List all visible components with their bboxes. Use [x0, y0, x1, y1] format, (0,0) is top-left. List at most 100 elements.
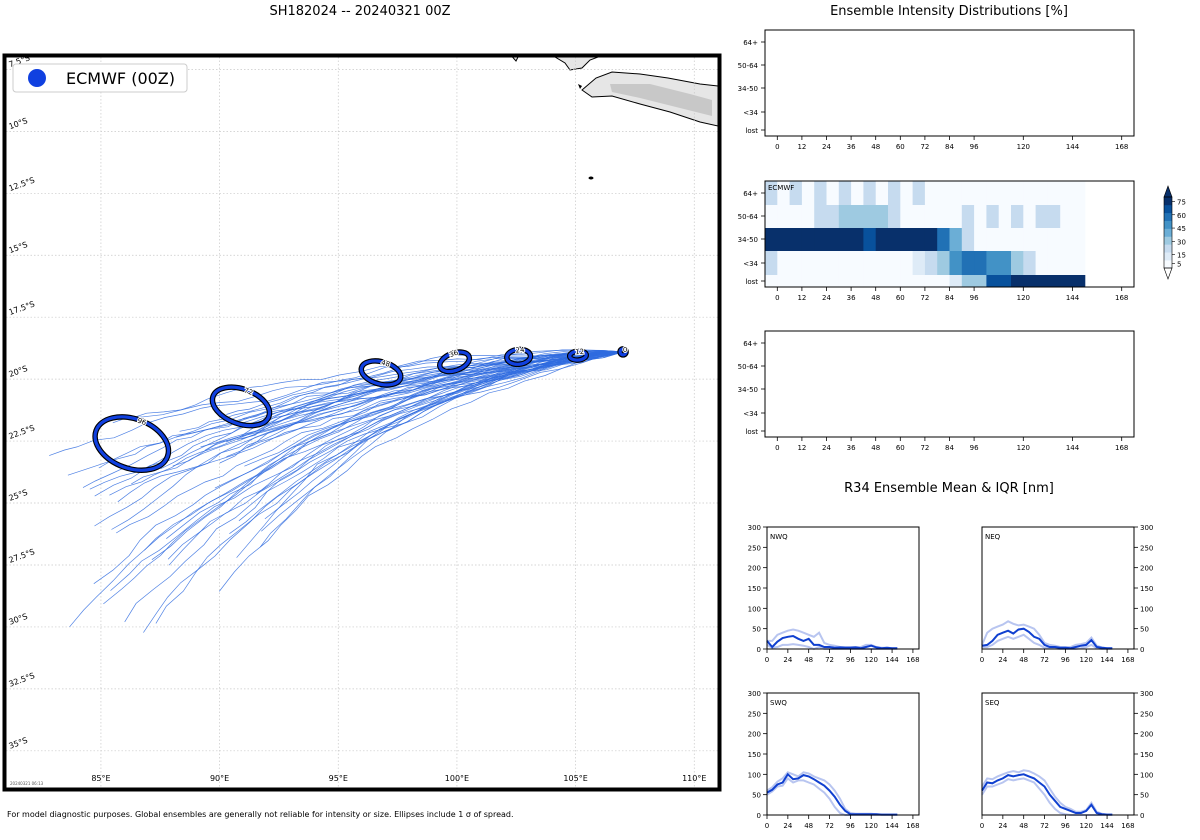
heat-cell — [888, 181, 901, 206]
heat-cell — [998, 205, 1012, 229]
heat-cell — [1035, 228, 1049, 252]
heat-cell — [826, 228, 840, 252]
r34-ytick-label: 150 — [1140, 585, 1153, 593]
heat-cell — [838, 181, 852, 206]
intensity-category-label: 64+ — [743, 39, 758, 47]
heat-cell — [949, 205, 963, 229]
intensity-category-label: lost — [745, 428, 758, 436]
r34-ytick-label: 50 — [752, 792, 761, 800]
map-lon-label: 85°E — [91, 774, 110, 783]
heat-cell — [1035, 205, 1049, 229]
map-legend: ECMWF (00Z) — [12, 63, 188, 93]
intensity-panel-frame — [764, 29, 1135, 137]
heat-cell — [777, 228, 791, 252]
r34-hour-label: 144 — [1100, 822, 1114, 830]
ellipse-ring — [618, 347, 628, 357]
intensity-hour-label: 24 — [822, 143, 831, 151]
r34-hour-label: 48 — [804, 822, 813, 830]
heat-cell — [900, 205, 914, 229]
colorbar-segment — [1164, 212, 1172, 221]
heat-cell — [1060, 275, 1073, 288]
heat-cell — [1023, 205, 1037, 229]
land-sumatra — [504, 57, 519, 62]
r34-quadrant-label: SWQ — [770, 699, 787, 707]
heat-cell — [912, 181, 926, 206]
heat-cell — [888, 251, 901, 276]
intensity-category-label: lost — [745, 127, 758, 135]
map-lon-label: 90°E — [210, 774, 229, 783]
r34-title: R34 Ensemble Mean & IQR [nm] — [844, 481, 1054, 496]
r34-panel: NWQ 0 24 48 72 96 120 144 168 0 50 100 150 200 250 300 — [748, 524, 920, 664]
heat-cell — [937, 205, 950, 229]
r34-hour-label: 72 — [1040, 656, 1049, 664]
ensemble-track — [98, 350, 624, 469]
intensity-hour-label: 168 — [1115, 294, 1128, 302]
r34-ytick-label: 100 — [1140, 605, 1153, 613]
colorbar-segment — [1164, 220, 1172, 229]
ensemble-track — [166, 351, 624, 539]
intensity-hour-label: 84 — [945, 143, 954, 151]
r34-hour-label: 48 — [1019, 656, 1028, 664]
intensity-hour-label: 96 — [970, 143, 979, 151]
heat-cell — [801, 251, 815, 276]
legend-marker — [28, 69, 46, 87]
heat-cell — [1035, 275, 1049, 288]
colorbar-segment — [1164, 260, 1172, 269]
intensity-hour-label: 36 — [847, 444, 856, 452]
heat-cell — [875, 275, 889, 288]
intensity-hour-label: 84 — [945, 294, 954, 302]
intensity-hour-label: 48 — [871, 444, 880, 452]
heat-cell — [1023, 228, 1037, 252]
heat-cell — [986, 251, 1000, 276]
heat-cell — [937, 251, 950, 276]
heat-cell — [875, 251, 889, 276]
heat-cell — [949, 275, 963, 288]
r34-ytick-label: 200 — [748, 565, 761, 573]
intensity-title: Ensemble Intensity Distributions [%] — [830, 4, 1068, 19]
r34-ytick-label: 50 — [1140, 792, 1149, 800]
colorbar-arrow-top — [1163, 185, 1173, 198]
r34-ytick-label: 150 — [748, 751, 761, 759]
heat-cell — [765, 205, 778, 229]
r34-iqr-high — [981, 620, 1113, 650]
heat-cell — [826, 205, 840, 229]
r34-ytick-label: 50 — [752, 626, 761, 634]
intensity-panel-label: ECMWF — [768, 184, 794, 192]
intensity-panel: 64+ 50-64 34-50 <34 lost 0 12 24 36 48 60 72 84 96 120… — [738, 29, 1135, 151]
intensity-hour-label: 60 — [896, 143, 905, 151]
ensemble-track — [219, 351, 624, 592]
ellipse-ring — [359, 359, 403, 387]
intensity-hour-label: 36 — [847, 143, 856, 151]
colorbar-segment — [1164, 244, 1172, 253]
r34-quadrant-label: NWQ — [770, 533, 788, 541]
heat-cell — [777, 251, 791, 276]
map-lon-label: 110°E — [682, 774, 706, 783]
heat-cell — [814, 228, 827, 252]
intensity-hour-label: 120 — [1017, 143, 1030, 151]
heat-cell — [1023, 275, 1037, 288]
r34-panel-frame — [766, 692, 920, 816]
r34-hour-label: 0 — [765, 656, 769, 664]
ensemble-tracks — [49, 349, 624, 633]
heat-cell — [912, 275, 926, 288]
r34-ytick-label: 300 — [748, 690, 761, 698]
heat-cell — [1072, 228, 1086, 252]
heat-cell — [777, 275, 791, 288]
r34-ytick-label: 150 — [748, 585, 761, 593]
r34-iqr-high — [981, 769, 1113, 816]
intensity-hour-label: 60 — [896, 294, 905, 302]
heat-cell — [1072, 251, 1086, 276]
intensity-hour-label: 0 — [775, 143, 779, 151]
r34-hour-label: 0 — [765, 822, 769, 830]
map-lat-label: 17.5°S — [8, 299, 36, 317]
heat-cell — [900, 181, 914, 206]
heat-cell — [924, 275, 938, 288]
r34-panel-frame — [981, 692, 1135, 816]
r34-ytick-label: 250 — [1140, 544, 1153, 552]
heat-cell — [1072, 275, 1086, 288]
heat-cell — [863, 228, 877, 252]
heat-cell — [777, 205, 791, 229]
heat-cell — [814, 181, 827, 206]
heat-cell — [1047, 275, 1061, 288]
